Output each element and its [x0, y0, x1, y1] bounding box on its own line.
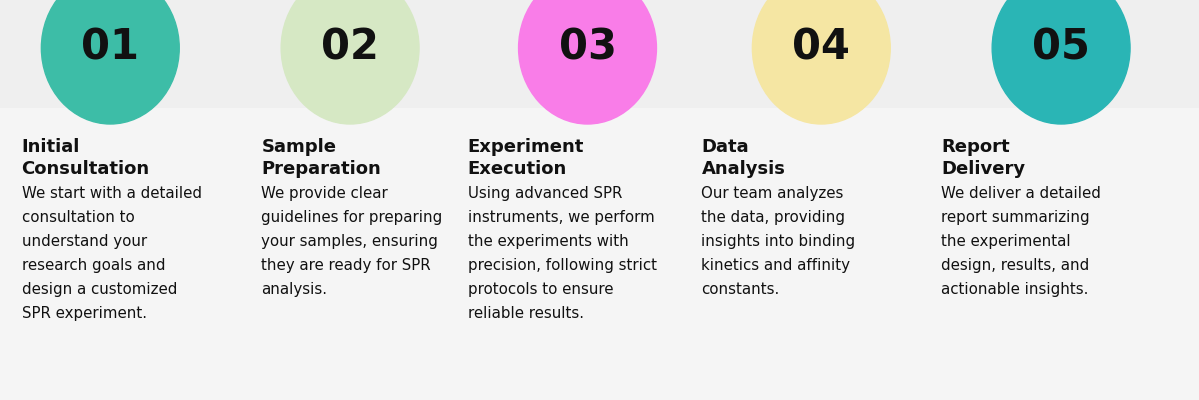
Text: 04: 04	[793, 27, 850, 69]
Text: Report
Delivery: Report Delivery	[941, 138, 1025, 178]
Ellipse shape	[41, 0, 180, 124]
Ellipse shape	[281, 0, 420, 124]
Text: We deliver a detailed
report summarizing
the experimental
design, results, and
a: We deliver a detailed report summarizing…	[941, 186, 1101, 297]
Text: Initial
Consultation: Initial Consultation	[22, 138, 150, 178]
Text: 05: 05	[1032, 27, 1090, 69]
Text: Experiment
Execution: Experiment Execution	[468, 138, 584, 178]
Text: We start with a detailed
consultation to
understand your
research goals and
desi: We start with a detailed consultation to…	[22, 186, 201, 321]
Text: 01: 01	[82, 27, 139, 69]
Ellipse shape	[993, 0, 1131, 124]
Ellipse shape	[518, 0, 657, 124]
Text: 03: 03	[559, 27, 616, 69]
Text: Using advanced SPR
instruments, we perform
the experiments with
precision, follo: Using advanced SPR instruments, we perfo…	[468, 186, 657, 321]
Text: Data
Analysis: Data Analysis	[701, 138, 785, 178]
FancyBboxPatch shape	[0, 108, 1199, 400]
Text: We provide clear
guidelines for preparing
your samples, ensuring
they are ready : We provide clear guidelines for preparin…	[261, 186, 442, 297]
Text: Our team analyzes
the data, providing
insights into binding
kinetics and affinit: Our team analyzes the data, providing in…	[701, 186, 856, 297]
Ellipse shape	[753, 0, 891, 124]
Text: 02: 02	[321, 27, 379, 69]
Text: Sample
Preparation: Sample Preparation	[261, 138, 381, 178]
